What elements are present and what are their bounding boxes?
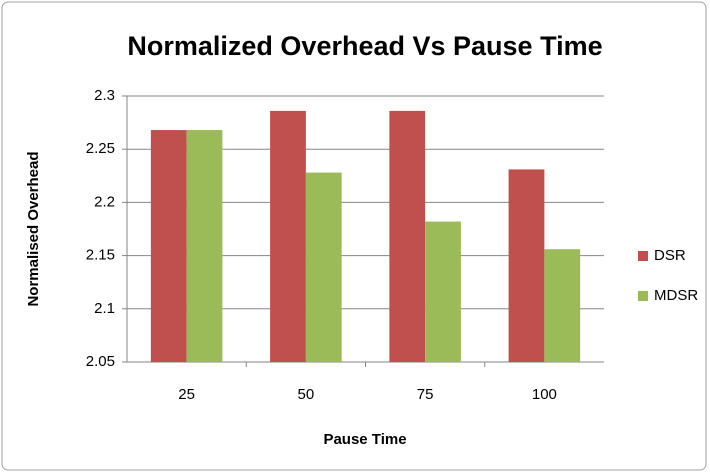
bar	[544, 249, 581, 362]
bar	[305, 172, 342, 362]
legend-swatch	[638, 251, 648, 261]
bar	[270, 110, 306, 362]
x-tick-label: 25	[178, 386, 195, 403]
legend-swatch	[638, 291, 648, 301]
x-tick-label: 75	[417, 386, 434, 403]
y-tick-label: 2.2	[94, 193, 115, 210]
x-tick-label: 100	[532, 386, 557, 403]
y-tick-label: 2.05	[86, 353, 115, 370]
legend-label: DSR	[654, 247, 686, 264]
bar	[389, 110, 426, 362]
x-axis-title: Pause Time	[323, 431, 406, 448]
y-tick-label: 2.1	[94, 300, 115, 317]
y-axis-title: Normalised Overhead	[25, 151, 42, 306]
x-tick-label: 50	[298, 386, 315, 403]
legend-label: MDSR	[654, 287, 698, 304]
bar	[186, 130, 223, 362]
bar	[425, 221, 461, 362]
y-tick-label: 2.25	[86, 140, 115, 157]
bar	[508, 169, 545, 362]
bar	[150, 130, 187, 362]
chart-title: Normalized Overhead Vs Pause Time	[127, 31, 602, 61]
y-tick-label: 2.15	[86, 247, 115, 264]
y-tick-label: 2.3	[94, 87, 115, 104]
